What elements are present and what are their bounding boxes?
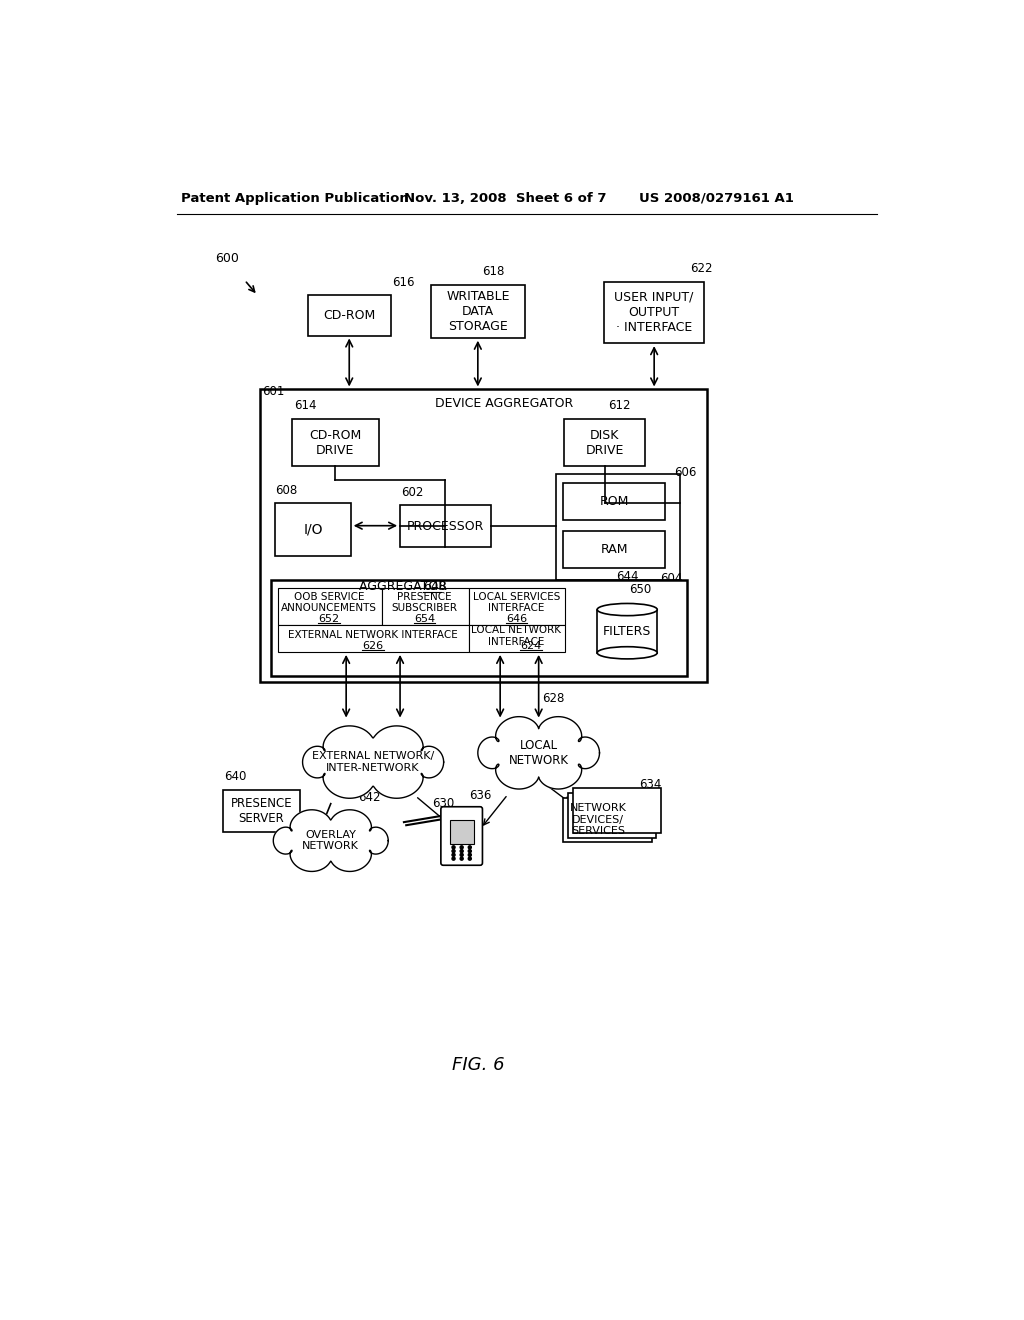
Text: ROM: ROM [599, 495, 629, 508]
Bar [563, 797, 652, 842]
Bar [604, 281, 705, 343]
Bar [307, 296, 391, 335]
Text: AGGREGATOR: AGGREGATOR [359, 579, 452, 593]
Bar [275, 503, 351, 556]
Polygon shape [478, 717, 599, 789]
Bar [382, 589, 469, 626]
Text: 650: 650 [630, 583, 651, 597]
Text: 616: 616 [392, 276, 415, 289]
Text: PROCESSOR: PROCESSOR [407, 520, 484, 532]
Text: LOCAL SERVICES
INTERFACE: LOCAL SERVICES INTERFACE [473, 591, 560, 614]
Bar [563, 531, 665, 568]
Text: 600: 600 [215, 252, 240, 265]
FancyBboxPatch shape [441, 807, 482, 866]
Text: Nov. 13, 2008  Sheet 6 of 7: Nov. 13, 2008 Sheet 6 of 7 [403, 191, 606, 205]
Text: RAM: RAM [600, 543, 628, 556]
Text: 601: 601 [262, 385, 285, 397]
Text: 614: 614 [294, 399, 316, 412]
Circle shape [468, 846, 471, 849]
Bar [278, 626, 469, 652]
Text: CD-ROM
DRIVE: CD-ROM DRIVE [309, 429, 361, 457]
Polygon shape [273, 809, 388, 871]
Text: 634: 634 [639, 779, 662, 791]
Circle shape [468, 857, 471, 861]
Circle shape [460, 850, 463, 853]
Text: PRESENCE
SERVER: PRESENCE SERVER [230, 797, 292, 825]
Text: 628: 628 [543, 692, 565, 705]
Text: 618: 618 [481, 265, 504, 279]
Bar [572, 788, 662, 833]
Text: 612: 612 [608, 399, 631, 412]
Circle shape [468, 850, 471, 853]
Text: 654: 654 [414, 614, 435, 624]
Text: EXTERNAL NETWORK/
INTER-NETWORK: EXTERNAL NETWORK/ INTER-NETWORK [312, 751, 434, 774]
Text: FIG. 6: FIG. 6 [453, 1056, 505, 1074]
Bar [260, 389, 707, 682]
Ellipse shape [597, 647, 657, 659]
Text: WRITABLE
DATA
STORAGE: WRITABLE DATA STORAGE [446, 290, 510, 333]
Bar [292, 418, 379, 466]
Text: 644: 644 [615, 570, 638, 583]
Bar [223, 789, 300, 832]
Circle shape [468, 853, 471, 857]
Text: EXTERNAL NETWORK INTERFACE: EXTERNAL NETWORK INTERFACE [288, 631, 458, 640]
Bar [469, 626, 565, 652]
Text: DEVICE AGGREGATOR: DEVICE AGGREGATOR [435, 397, 573, 409]
Circle shape [452, 846, 455, 849]
Text: 636: 636 [469, 789, 492, 803]
Text: 602: 602 [401, 486, 424, 499]
Bar [568, 793, 656, 838]
Text: LOCAL
NETWORK: LOCAL NETWORK [509, 739, 568, 767]
Bar [271, 579, 687, 676]
Bar [563, 483, 665, 520]
Text: I/O: I/O [303, 523, 323, 536]
Bar [556, 474, 680, 581]
Text: OOB SERVICE
ANNOUNCEMENTS: OOB SERVICE ANNOUNCEMENTS [282, 591, 377, 614]
Text: 604: 604 [660, 572, 683, 585]
Bar [469, 589, 565, 626]
Circle shape [452, 853, 455, 857]
Text: US 2008/0279161 A1: US 2008/0279161 A1 [639, 191, 794, 205]
Bar [431, 285, 524, 338]
Text: OVERLAY
NETWORK: OVERLAY NETWORK [302, 830, 359, 851]
Text: 652: 652 [318, 614, 340, 624]
Circle shape [460, 846, 463, 849]
Text: 640: 640 [224, 770, 247, 783]
Bar [564, 418, 645, 466]
Text: NETWORK
DEVICES/
SERVICES: NETWORK DEVICES/ SERVICES [569, 804, 627, 837]
Text: 622: 622 [690, 263, 713, 276]
Text: DISK
DRIVE: DISK DRIVE [586, 429, 624, 457]
Polygon shape [302, 726, 443, 799]
Text: 606: 606 [674, 466, 696, 479]
Text: 646: 646 [506, 614, 527, 624]
Circle shape [452, 857, 455, 861]
Bar [400, 504, 490, 548]
Circle shape [460, 857, 463, 861]
Text: 630: 630 [432, 797, 455, 809]
Circle shape [460, 853, 463, 857]
Text: PRESENCE
SUBSCRIBER: PRESENCE SUBSCRIBER [392, 591, 458, 614]
Text: 642: 642 [357, 791, 380, 804]
Text: 626: 626 [362, 640, 384, 651]
Text: FILTERS: FILTERS [603, 624, 651, 638]
Text: Patent Application Publication: Patent Application Publication [180, 191, 409, 205]
Bar [278, 589, 382, 626]
Circle shape [452, 850, 455, 853]
Text: CD-ROM: CD-ROM [324, 309, 376, 322]
Bar [450, 820, 474, 843]
Text: 648: 648 [423, 579, 446, 593]
Text: 624: 624 [520, 640, 542, 651]
Text: LOCAL NETWORK
INTERFACE: LOCAL NETWORK INTERFACE [471, 626, 561, 647]
Text: 608: 608 [275, 484, 298, 498]
Text: USER INPUT/
OUTPUT
· INTERFACE: USER INPUT/ OUTPUT · INTERFACE [614, 290, 694, 334]
Ellipse shape [597, 603, 657, 615]
